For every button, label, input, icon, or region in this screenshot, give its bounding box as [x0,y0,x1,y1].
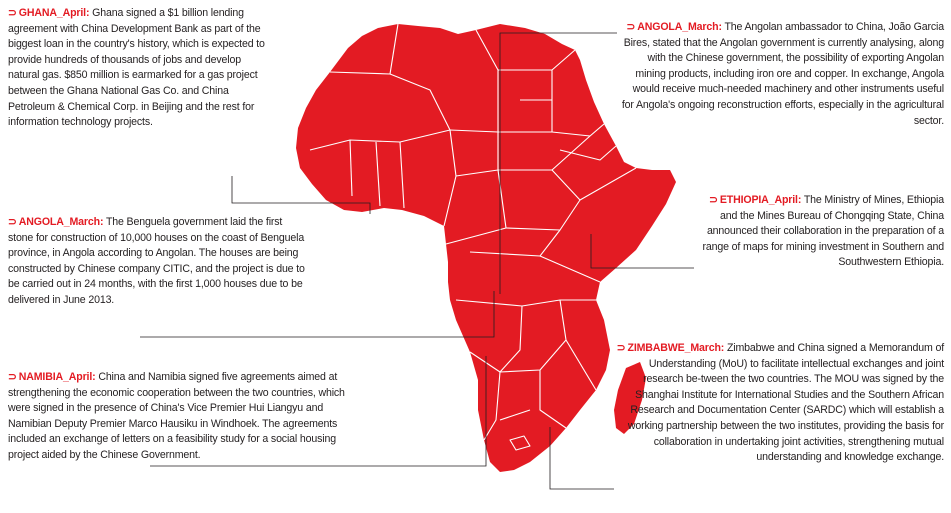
note-angola-mining-country: ANGOLA [637,21,683,33]
note-ghana-country: GHANA [18,7,57,19]
note-ethiopia-country: ETHIOPIA [719,194,769,206]
note-zimbabwe-month: March: [690,342,725,354]
note-angola-benguela: ⊃ ANGOLA_March: The Benguela government l… [8,216,305,306]
note-ghana-text: Ghana signed a $1 billion lending agreem… [8,7,265,129]
note-ethiopia: ⊃ ETHIOPIA_April: The Ministry of Mines, … [702,194,945,269]
note-angola-mining: ⊃ ANGOLA_March: The Angolan ambassador to… [621,21,944,127]
arrow-icon: ⊃ [8,371,17,383]
madagascar [614,362,646,434]
note-ethiopia-text: The Ministry of Mines, Ethiopia and the … [702,194,945,269]
arrow-icon: ⊃ [626,21,636,33]
country-borders [309,23,637,451]
leader-zimbabwe [549,427,614,490]
note-ghana-month: April: [62,7,90,19]
note-angola-mining-text: The Angolan ambassador to China, João Ga… [621,21,944,127]
leader-ethiopia [590,234,694,269]
note-angola-benguela-country: ANGOLA [18,216,64,228]
note-zimbabwe-country: ZIMBABWE [627,342,685,354]
arrow-icon: ⊃ [616,342,626,354]
leader-ghana [231,176,371,214]
note-zimbabwe: ⊃ ZIMBABWE_March: Zimbabwe and China sign… [616,342,944,464]
leader-angola-benguela [140,291,495,338]
arrow-icon: ⊃ [8,216,17,228]
africa-continent [296,24,676,472]
arrow-icon: ⊃ [8,7,17,19]
note-namibia-month: April: [68,371,96,383]
leader-namibia [150,356,487,467]
note-namibia-text: China and Namibia signed five agreements… [8,371,345,461]
note-angola-benguela-text: The Benguela government laid the first s… [8,216,305,306]
arrow-icon: ⊃ [709,194,718,206]
note-angola-benguela-month: March: [69,216,104,228]
note-namibia: ⊃ NAMIBIA_April: China and Namibia signed… [8,371,345,461]
note-ghana: ⊃ GHANA_April: Ghana signed a $1 billion … [8,7,265,129]
note-zimbabwe-text: Zimbabwe and China signed a Memorandum o… [627,342,944,464]
leader-angola-mining [499,32,617,294]
leader-lines [140,32,694,490]
note-angola-mining-month: March: [688,21,722,33]
note-ethiopia-month: April: [774,194,802,206]
note-namibia-country: NAMIBIA [18,371,63,383]
